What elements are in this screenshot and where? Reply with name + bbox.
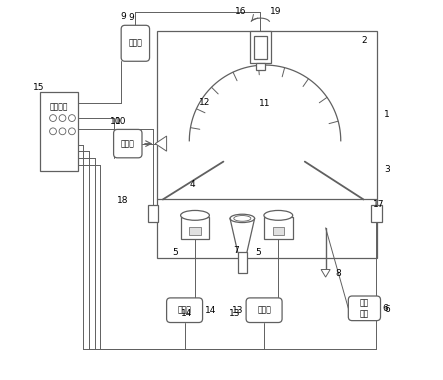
Bar [256,63,265,70]
Text: 9: 9 [120,12,126,21]
Circle shape [69,128,75,135]
Text: 3: 3 [385,165,390,174]
FancyBboxPatch shape [167,298,202,323]
Bar [40,92,78,171]
Ellipse shape [181,211,210,220]
Text: 2: 2 [361,36,367,45]
Polygon shape [321,269,330,277]
Bar [181,217,210,239]
Bar [148,205,158,222]
Bar [250,31,271,63]
Bar [238,252,247,273]
Text: 膜厚仪: 膜厚仪 [128,39,142,48]
Circle shape [50,115,56,122]
Bar [371,205,382,222]
Text: 7: 7 [233,246,239,255]
Text: 18: 18 [117,196,129,205]
Bar [189,227,201,235]
FancyBboxPatch shape [246,298,282,323]
Text: 17: 17 [373,200,385,209]
Bar [264,217,293,239]
Text: 9: 9 [129,13,135,22]
Text: 10: 10 [110,117,121,126]
Text: 控制单元: 控制单元 [50,102,68,111]
Text: 15: 15 [33,82,45,92]
Text: 19: 19 [270,7,281,16]
Text: 11: 11 [259,99,271,108]
Text: 12: 12 [199,98,210,107]
Text: 16: 16 [235,7,247,16]
Text: 布气
系统: 布气 系统 [360,299,369,318]
FancyBboxPatch shape [121,25,150,61]
Circle shape [69,115,75,122]
Bar [157,31,377,258]
Text: 6: 6 [385,305,390,314]
Polygon shape [155,136,167,151]
Text: 4: 4 [189,180,195,189]
Text: 14: 14 [205,306,216,315]
Text: 13: 13 [232,306,243,315]
Circle shape [50,128,56,135]
Text: 10: 10 [114,117,126,127]
Circle shape [59,128,66,135]
Ellipse shape [264,211,293,220]
Text: 真空计: 真空计 [121,139,135,148]
Bar [272,227,284,235]
FancyBboxPatch shape [348,296,381,321]
Text: 8: 8 [335,269,341,278]
Text: 14: 14 [181,309,192,318]
Ellipse shape [234,215,251,221]
Text: 6: 6 [382,304,388,313]
Text: 5: 5 [172,248,178,257]
Ellipse shape [230,214,255,223]
Text: 电子枪: 电子枪 [257,306,271,315]
Text: 1: 1 [385,110,390,119]
FancyBboxPatch shape [113,130,142,158]
Text: 电子枪: 电子枪 [178,306,191,315]
Bar [254,35,267,59]
Circle shape [59,115,66,122]
Text: 13: 13 [229,309,241,318]
Text: 5: 5 [256,248,261,257]
